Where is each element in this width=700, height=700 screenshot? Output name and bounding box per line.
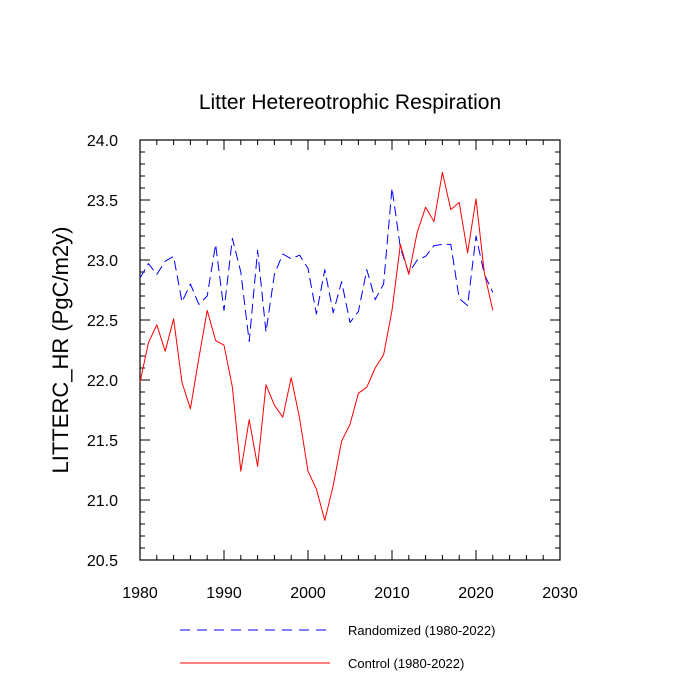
axis-tick-labels: 1980 1990 2000 2010 2020 2030 20.5 21.0 21.5 22.0… [87, 133, 578, 602]
y-tick-label: 22.0 [87, 373, 118, 390]
legend: Randomized (1980-2022) Control (1980-2022… [180, 623, 495, 671]
series-line-randomized [139, 187, 494, 343]
y-tick-label: 22.5 [87, 313, 118, 330]
x-tick-label: 2030 [542, 585, 578, 602]
y-axis-label: LITTERC_HR (PgC/m2y) [48, 227, 73, 474]
plot-frame [139, 139, 561, 561]
x-tick-label: 1980 [122, 585, 158, 602]
legend-label-control: Control (1980-2022) [348, 656, 464, 671]
y-tick-label: 21.0 [87, 493, 118, 510]
x-tick-label: 2010 [374, 585, 410, 602]
y-tick-label: 23.5 [87, 193, 118, 210]
y-tick-label: 20.5 [87, 553, 118, 570]
y-tick-label: 24.0 [87, 133, 118, 150]
x-tick-label: 2020 [458, 585, 494, 602]
axis-ticks [139, 139, 561, 561]
chart-title: Litter Hetereotrophic Respiration [199, 91, 501, 114]
y-tick-label: 23.0 [87, 253, 118, 270]
series-line-control [139, 171, 494, 521]
series-lines [139, 171, 494, 521]
plot-border [139, 139, 561, 561]
legend-label-randomized: Randomized (1980-2022) [348, 623, 495, 638]
x-tick-label: 2000 [290, 585, 326, 602]
y-tick-label: 21.5 [87, 433, 118, 450]
x-tick-label: 1990 [206, 585, 242, 602]
